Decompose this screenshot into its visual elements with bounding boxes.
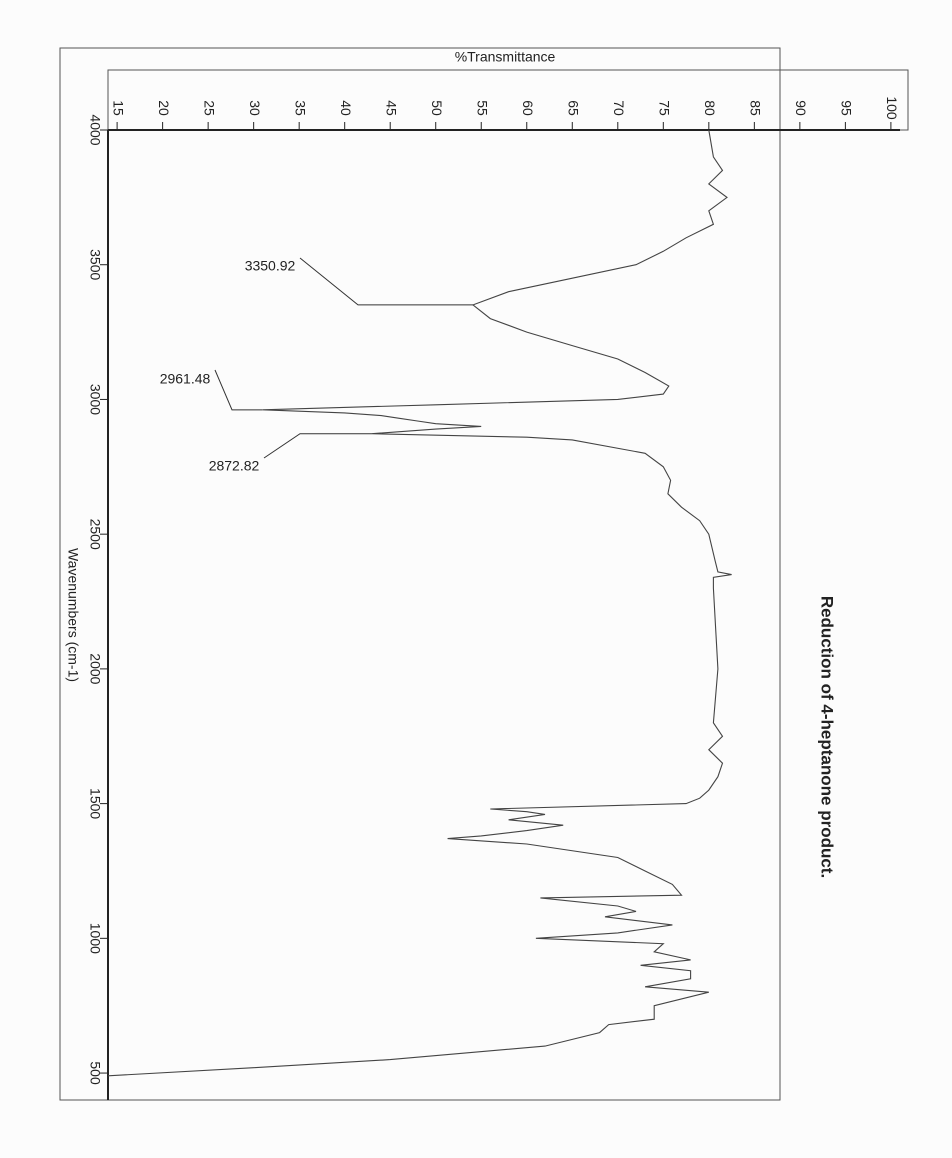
chart-title: Reduction of 4-heptanone product. [818,596,837,878]
y-tick-label: 65 [566,100,582,116]
y-tick-label: 90 [793,100,809,116]
spectrum-line [107,129,732,1077]
x-tick-label: 4000 [87,114,103,145]
x-tick-label: 500 [87,1061,103,1085]
annotation-leader [214,369,263,411]
y-tick-label: 95 [839,100,855,116]
y-tick-label: 40 [338,100,354,116]
y-tick-label: 50 [429,100,445,116]
x-tick-label: 1500 [87,788,103,819]
y-tick-label: 75 [657,100,673,116]
annotation-label: 2961.48 [160,371,211,387]
y-tick-label: 60 [520,100,536,116]
x-tick-label: 1000 [87,923,103,954]
y-tick-label: 25 [201,100,217,116]
y-tick-label: 15 [110,100,126,116]
y-tick-label: 100 [884,96,900,120]
y-tick-label: 55 [475,100,491,116]
annotation-label: 3350.92 [245,258,296,274]
y-tick-label: 30 [247,100,263,116]
y-tick-label: 35 [292,100,308,116]
frame [59,47,781,1101]
x-tick-label: 2500 [87,519,103,550]
x-tick-label: 2000 [87,653,103,684]
y-tick-label: 45 [384,100,400,116]
annotation-leader [299,257,474,306]
x-axis-label: Wavenumbers (cm-1) [65,548,81,682]
y-tick-label: 80 [702,100,718,116]
x-tick-label: 3000 [87,384,103,415]
y-tick-label: 20 [156,100,172,116]
y-tick-label: 70 [611,100,627,116]
y-axis-label: %Transmittance [455,49,556,65]
x-tick-label: 3500 [87,249,103,280]
y-tick-label: 85 [748,100,764,116]
annotation-leader [263,433,372,459]
annotation-label: 2872.82 [209,458,260,474]
